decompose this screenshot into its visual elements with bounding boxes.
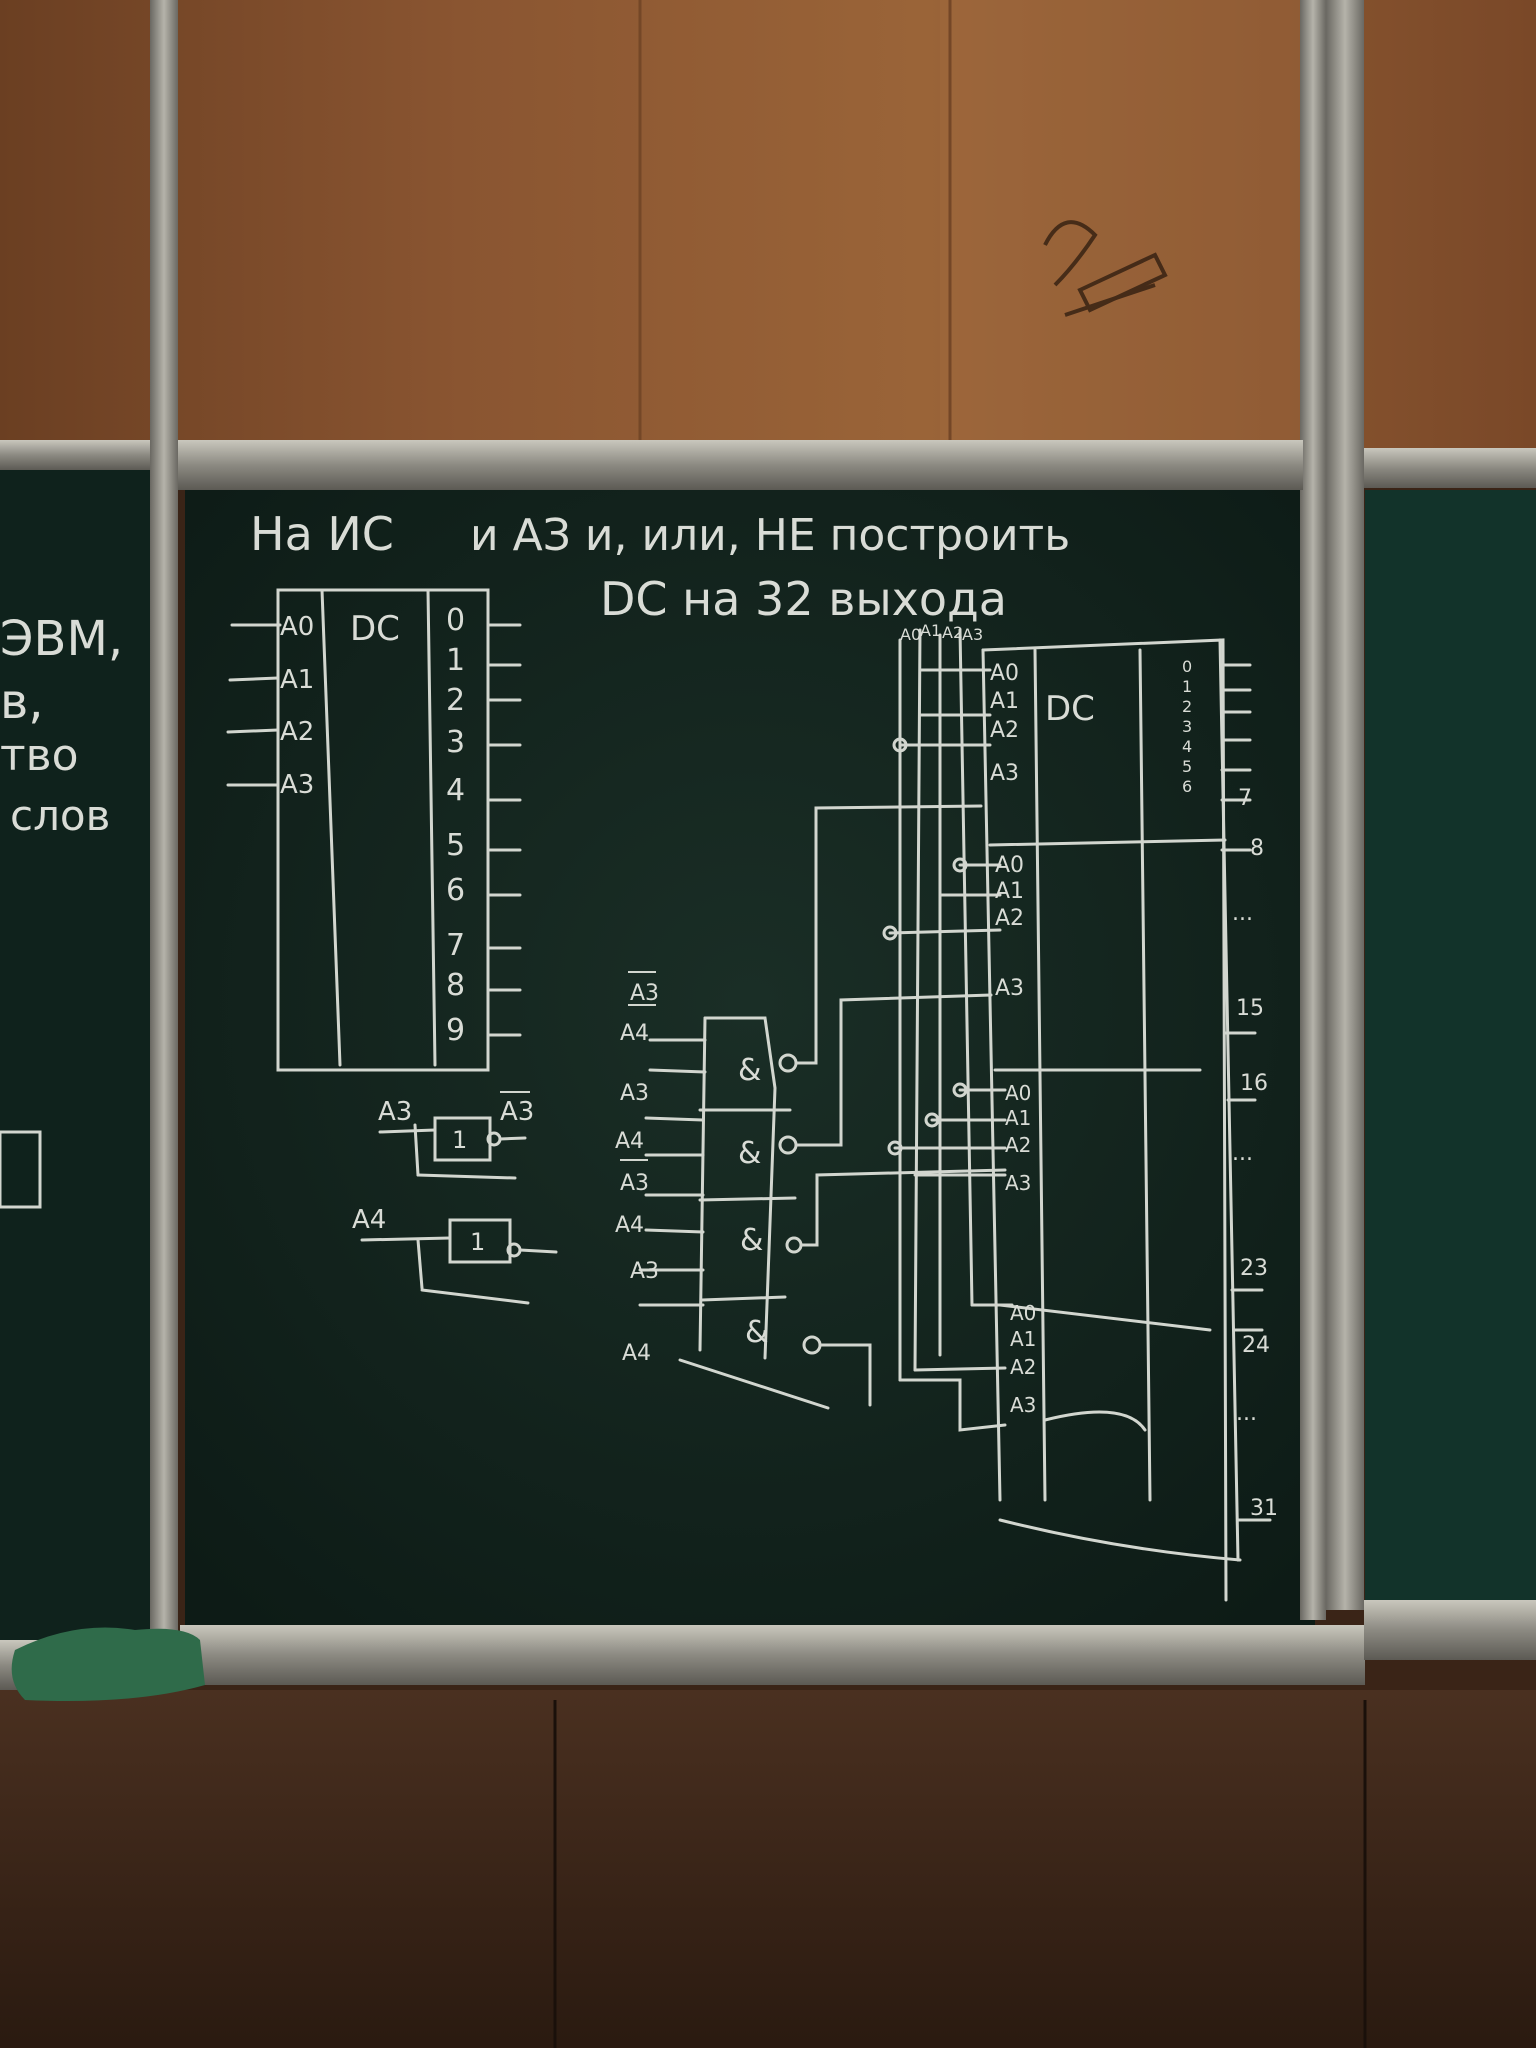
left-side-board bbox=[0, 470, 160, 1640]
title-line-1-rest: и АЗ и, или, НЕ построить bbox=[470, 510, 1070, 561]
sec3-input-a1: A1 bbox=[1005, 1106, 1031, 1130]
left-output-3: 3 bbox=[446, 725, 465, 760]
left-decoder-box bbox=[276, 588, 490, 1072]
sec4-input-a0: A0 bbox=[1010, 1301, 1036, 1325]
sec1-output-5: 5 bbox=[1182, 757, 1192, 776]
left-input-a1: A1 bbox=[280, 665, 314, 695]
sec1-output-7: 7 bbox=[1238, 786, 1252, 811]
sec4-output-24: 24 bbox=[1242, 1333, 1270, 1358]
right-decoder-box bbox=[981, 638, 1228, 1602]
left-output-8: 8 bbox=[446, 968, 465, 1003]
and-gate-4-symbol: & bbox=[745, 1315, 768, 1350]
inverter-2-input: A4 bbox=[352, 1205, 386, 1235]
and-input-6: A4 bbox=[615, 1213, 644, 1238]
sec1-input-a2: A2 bbox=[990, 718, 1019, 743]
inverter-1-input: A3 bbox=[378, 1097, 412, 1127]
lower-wood-panel bbox=[0, 1690, 1536, 2048]
sec1-input-a1: A1 bbox=[990, 689, 1019, 714]
sec3-input-a3: A3 bbox=[1005, 1171, 1031, 1195]
top-input-a0: A0 bbox=[900, 625, 921, 644]
sec3-output-16: 16 bbox=[1240, 1071, 1268, 1096]
sec4-output-dots: ... bbox=[1236, 1401, 1257, 1426]
upper-wood-panel bbox=[0, 0, 1536, 450]
sec1-input-a0: A0 bbox=[990, 661, 1019, 686]
chalk-lines bbox=[226, 588, 1272, 1602]
and-input-4: A4 bbox=[615, 1129, 644, 1154]
left-input-a3: A3 bbox=[280, 770, 314, 800]
main-blackboard bbox=[185, 490, 1315, 1630]
inverter-2-symbol: 1 bbox=[470, 1228, 485, 1256]
sec3-input-a0: A0 bbox=[1005, 1081, 1031, 1105]
side-word-2: в, bbox=[0, 674, 44, 730]
sec3-output-23: 23 bbox=[1240, 1256, 1268, 1281]
left-output-9: 9 bbox=[446, 1013, 465, 1048]
side-word-1: ЭВМ, bbox=[0, 611, 123, 667]
sec1-output-4: 4 bbox=[1182, 737, 1192, 756]
sec1-output-0: 0 bbox=[1182, 657, 1192, 676]
sec2-input-a3: A3 bbox=[995, 976, 1024, 1001]
top-input-a2: A2 bbox=[942, 623, 963, 642]
sec4-input-a1: A1 bbox=[1010, 1327, 1036, 1351]
sec2-output-dots: ... bbox=[1232, 901, 1253, 926]
and-input-8: A4 bbox=[622, 1341, 651, 1366]
sec2-input-a0: A0 bbox=[995, 853, 1024, 878]
and-gate-3-symbol: & bbox=[740, 1223, 763, 1258]
left-output-4: 4 bbox=[446, 773, 465, 808]
left-output-1: 1 bbox=[446, 643, 465, 678]
left-decoder-label: DC bbox=[350, 609, 400, 649]
side-word-4: слов bbox=[10, 791, 110, 840]
title-line-1: На ИС bbox=[250, 507, 394, 561]
sec4-input-a2: A2 bbox=[1010, 1355, 1036, 1379]
sec1-output-2: 2 bbox=[1182, 697, 1192, 716]
left-output-6: 6 bbox=[446, 873, 465, 908]
sec4-input-a3: A3 bbox=[1010, 1393, 1036, 1417]
inverter-1-symbol: 1 bbox=[452, 1126, 467, 1154]
sec2-output-15: 15 bbox=[1236, 996, 1264, 1021]
sec2-input-a2: A2 bbox=[995, 906, 1024, 931]
right-decoder-label: DC bbox=[1045, 689, 1095, 729]
and-input-3: A3 bbox=[620, 1081, 649, 1106]
left-frame bbox=[150, 0, 178, 1660]
left-input-a2: A2 bbox=[280, 717, 314, 747]
and-input-7: A3 bbox=[630, 1259, 659, 1284]
sec1-output-6: 6 bbox=[1182, 777, 1192, 796]
top-input-a3: A3 bbox=[962, 625, 983, 644]
and-gate-2-symbol: & bbox=[738, 1136, 761, 1171]
title-line-2: DC на 32 выхода bbox=[600, 572, 1007, 626]
right-side-board bbox=[1365, 490, 1536, 1600]
graffiti-drawing bbox=[1043, 220, 1168, 317]
sec1-output-1: 1 bbox=[1182, 677, 1192, 696]
left-input-a0: A0 bbox=[280, 612, 314, 642]
sec3-output-dots: ... bbox=[1232, 1141, 1253, 1166]
and-input-1: A3 bbox=[630, 981, 659, 1006]
chalk-ledge bbox=[180, 1625, 1365, 1685]
left-output-2: 2 bbox=[446, 683, 465, 718]
cleaning-cloth bbox=[11, 1627, 205, 1701]
sec1-output-3: 3 bbox=[1182, 717, 1192, 736]
sec1-input-a3: A3 bbox=[990, 761, 1019, 786]
and-input-2: A4 bbox=[620, 1021, 649, 1046]
mid-frame-right bbox=[1326, 0, 1364, 1610]
and-gate-1-symbol: & bbox=[738, 1053, 761, 1088]
sec3-input-a2: A2 bbox=[1005, 1133, 1031, 1157]
and-input-5: A3 bbox=[620, 1171, 649, 1196]
top-input-a1: A1 bbox=[920, 621, 941, 640]
mid-frame-left bbox=[1300, 0, 1326, 1620]
left-output-0: 0 bbox=[446, 603, 465, 638]
left-output-7: 7 bbox=[446, 928, 465, 963]
left-output-5: 5 bbox=[446, 828, 465, 863]
side-word-3: тво bbox=[0, 730, 78, 781]
inverter-1-output: A3 bbox=[500, 1097, 534, 1127]
sec2-output-8: 8 bbox=[1250, 836, 1264, 861]
sec2-input-a1: A1 bbox=[995, 879, 1024, 904]
top-frame bbox=[178, 440, 1303, 490]
sec4-output-31: 31 bbox=[1250, 1496, 1278, 1521]
